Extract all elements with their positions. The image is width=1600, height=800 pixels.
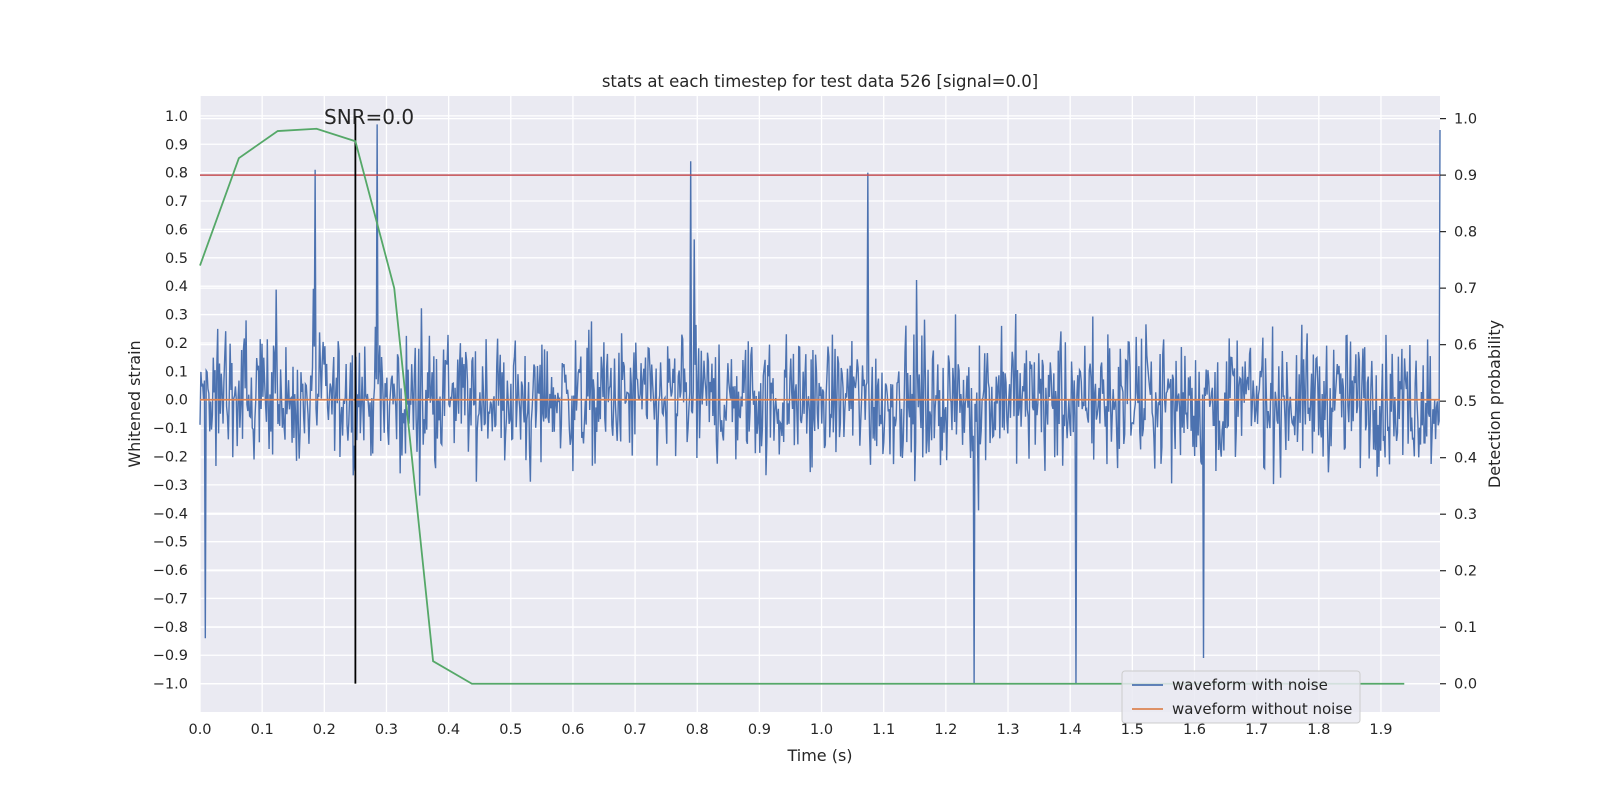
y-tick-label: 0.2 [165, 336, 188, 352]
y-tick-label: −0.5 [153, 535, 188, 551]
x-tick-label: 0.8 [686, 722, 709, 738]
y2-tick-label: 0.3 [1454, 507, 1477, 523]
y2-tick-label: 0.1 [1454, 620, 1477, 636]
waveform-with-noise-line [199, 124, 1441, 684]
x-tick-label: 1.0 [810, 722, 833, 738]
y2-tick-label: 0.0 [1454, 677, 1477, 693]
y2-tick-label: 0.7 [1454, 281, 1477, 297]
y2-tick-label: 0.5 [1454, 394, 1477, 410]
y-tick-label: −0.1 [153, 421, 188, 437]
y-tick-label: 0.4 [165, 279, 188, 295]
y-tick-label: −0.7 [153, 591, 188, 607]
y2-tick-label: 1.0 [1454, 112, 1477, 128]
y-tick-label: −0.9 [153, 648, 188, 664]
x-tick-label: 0.6 [561, 722, 584, 738]
x-tick-label: 1.7 [1245, 722, 1268, 738]
y-tick-label: −0.2 [153, 450, 188, 466]
x-tick-label: 1.3 [996, 722, 1019, 738]
y2-tick-label: 0.2 [1454, 564, 1477, 580]
legend-box [1121, 670, 1361, 724]
y-tick-label: −0.8 [153, 620, 188, 636]
x-axis-label: Time (s) [786, 746, 852, 765]
chart-title: stats at each timestep for test data 526… [602, 72, 1038, 91]
x-tick-label: 1.8 [1307, 722, 1330, 738]
y-tick-label: 0.7 [165, 194, 188, 210]
y-tick-label: 1.0 [165, 109, 188, 125]
y-tick-label: 0.9 [165, 137, 188, 153]
y-tick-label: −0.3 [153, 478, 188, 494]
y-tick-label: 0.3 [165, 308, 188, 324]
y2-tick-label: 0.8 [1454, 225, 1477, 241]
y-axis-label: Whitened strain [125, 340, 144, 467]
y2-tick-label: 0.6 [1454, 338, 1477, 354]
y2-axis-label: Detection probability [1485, 320, 1504, 488]
x-tick-label: 1.4 [1059, 722, 1082, 738]
x-tick-label: 1.6 [1183, 722, 1206, 738]
legend-label-noise: waveform with noise [1172, 676, 1328, 694]
x-tick-label: 1.5 [1121, 722, 1144, 738]
y-tick-label: −0.6 [153, 563, 188, 579]
legend-label-clean: waveform without noise [1172, 700, 1352, 718]
series-waveform-with-noise [199, 124, 1441, 684]
y2-tick-label: 0.4 [1454, 451, 1477, 467]
y-tick-label: 0.1 [165, 364, 188, 380]
x-tick-label: 0.3 [375, 722, 398, 738]
x-tick-label: 0.4 [437, 722, 460, 738]
y-tick-label: 0.8 [165, 166, 188, 182]
x-tick-label: 0.5 [499, 722, 522, 738]
x-tick-label: 0.2 [313, 722, 336, 738]
y-tick-label: −1.0 [153, 677, 188, 693]
y2-tick-label: 0.9 [1454, 168, 1477, 184]
legend: waveform with noise waveform without noi… [1121, 670, 1361, 724]
x-tick-label: 1.1 [872, 722, 895, 738]
x-tick-label: 1.9 [1369, 722, 1392, 738]
x-tick-label: 0.1 [251, 722, 274, 738]
x-tick-label: 1.2 [934, 722, 957, 738]
x-tick-label: 0.7 [624, 722, 647, 738]
y-tick-label: −0.4 [153, 506, 188, 522]
y-tick-label: 0.5 [165, 251, 188, 267]
x-tick-label: 0.0 [188, 722, 211, 738]
snr-annotation: SNR=0.0 [324, 105, 414, 129]
y-tick-label: 0.6 [165, 222, 188, 238]
x-tick-label: 0.9 [748, 722, 771, 738]
y-tick-label: 0.0 [165, 393, 188, 409]
